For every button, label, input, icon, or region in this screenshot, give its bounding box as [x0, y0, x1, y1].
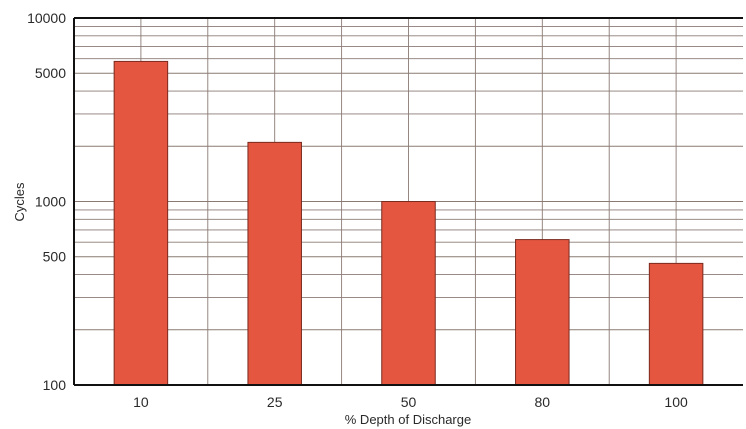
y-axis-label: Cycles: [12, 182, 27, 222]
x-tick-label: 100: [664, 394, 688, 410]
bar-100: [648, 262, 704, 386]
x-tick-label: 50: [401, 394, 417, 410]
y-tick-labels: 100 500 1000 5000 10000: [27, 10, 66, 393]
x-tick-labels: 10 25 50 80 100: [133, 394, 688, 410]
x-tick-label: 25: [267, 394, 283, 410]
x-axis-label: % Depth of Discharge: [345, 412, 471, 427]
y-tick-label: 10000: [27, 10, 66, 26]
x-tick-label: 10: [133, 394, 149, 410]
bar-25: [247, 141, 302, 386]
bar-10: [113, 60, 169, 386]
bar-80: [515, 239, 570, 386]
plot-frame: [73, 17, 743, 386]
y-tick-label: 5000: [35, 65, 66, 81]
y-tick-label: 100: [43, 377, 67, 393]
y-tick-label: 500: [43, 249, 67, 265]
y-tick-label: 1000: [35, 194, 66, 210]
x-tick-label: 80: [535, 394, 551, 410]
bar-50: [381, 201, 436, 386]
